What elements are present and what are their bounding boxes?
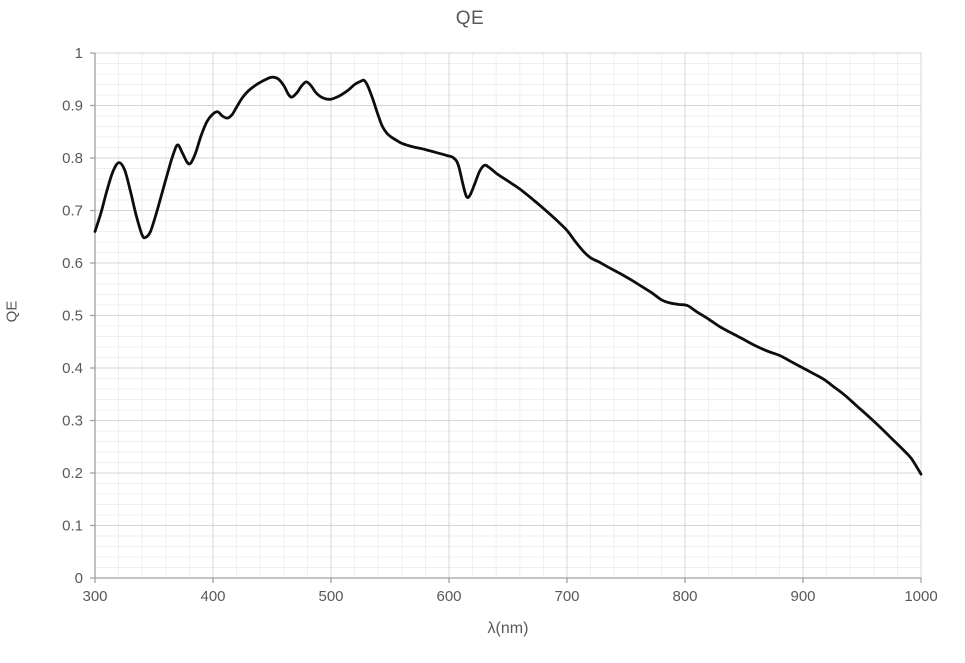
y-tick-label: 0.8 bbox=[62, 150, 83, 167]
x-tick-label: 800 bbox=[672, 588, 697, 605]
x-tick-label: 400 bbox=[200, 588, 225, 605]
y-tick-label: 0.7 bbox=[62, 203, 83, 220]
y-tick-label: 0.4 bbox=[62, 360, 83, 377]
y-tick-label: 0.6 bbox=[62, 255, 83, 272]
x-tick-label: 600 bbox=[436, 588, 461, 605]
y-tick-label: 0 bbox=[75, 570, 83, 587]
y-tick-label: 0.5 bbox=[62, 308, 83, 325]
chart-title: QE bbox=[455, 8, 485, 29]
y-tick-label: 1 bbox=[75, 45, 83, 62]
x-tick-label: 300 bbox=[82, 588, 107, 605]
y-tick-label: 0.9 bbox=[62, 98, 83, 115]
x-tick-label: 700 bbox=[554, 588, 579, 605]
y-axis-title: QE bbox=[3, 300, 21, 323]
x-tick-label: 900 bbox=[790, 588, 815, 605]
x-tick-label: 500 bbox=[318, 588, 343, 605]
y-tick-label: 0.1 bbox=[62, 518, 83, 535]
x-tick-label: 1000 bbox=[904, 588, 937, 605]
qe-curve bbox=[93, 75, 923, 476]
y-tick-label: 0.3 bbox=[62, 413, 83, 430]
y-tick-label: 0.2 bbox=[62, 465, 83, 482]
x-axis-title: λ(nm) bbox=[487, 620, 529, 637]
